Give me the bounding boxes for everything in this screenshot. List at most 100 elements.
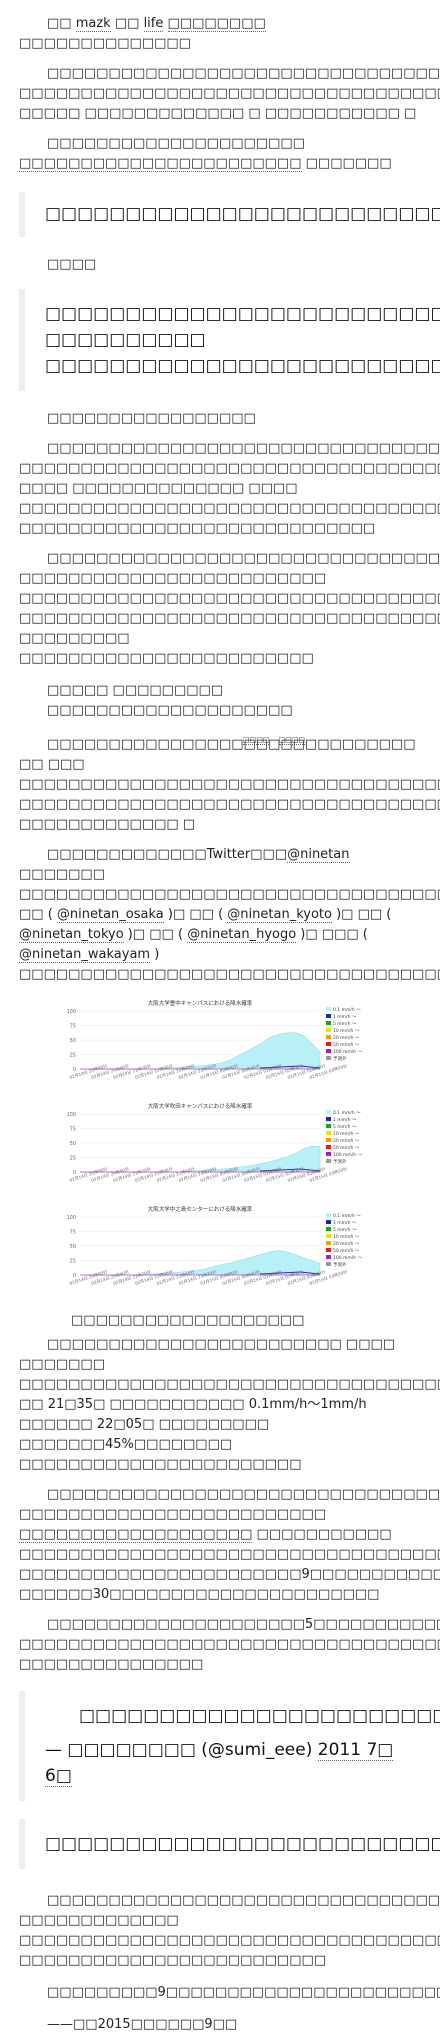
chart-stack: 大阪大学豊中キャンパスにおける降水確率 100 75 50 25 0 02月14日 20時0…: [19, 999, 421, 1309]
y-tick-label: 0: [73, 1170, 76, 1176]
legend-swatch: [326, 1145, 331, 1149]
series-area-0.1mm: [80, 1032, 321, 1070]
legend-swatch: [326, 1131, 331, 1135]
paragraph-10: □□□□□□□□□□□□□□□□□□□□□□□□□□□□□□□□ □□□□□□□□…: [19, 1893, 440, 1968]
legend-swatch: [326, 1138, 331, 1142]
legend-swatch: [326, 1234, 331, 1238]
legend-label: 5 mm/h ～: [333, 1021, 357, 1027]
legend-swatch: [326, 1035, 331, 1039]
y-tick-label: 100: [66, 1009, 76, 1015]
chart-title: 大阪大学中之島センターにおける降水確率: [148, 1205, 253, 1213]
legend-label: 10 mm/h ～: [333, 1028, 360, 1034]
legend-label: 予測外: [333, 1261, 347, 1268]
p6-c: )□ □□ (: [163, 907, 228, 922]
legend-swatch: [326, 1220, 331, 1224]
p8-b: □□□□□□□□□□□ □□□□□□□□□□□□□□□□□□□□□□□□□□□□…: [19, 1527, 440, 1602]
chart-title: 大阪大学吹田キャンパスにおける降水確率: [148, 1102, 253, 1110]
legend-label: 20 mm/h ～: [333, 1035, 360, 1041]
chart-caption: □□□□□□□□□□□□□□□□□□□: [71, 1313, 305, 1328]
mazk-link[interactable]: mazk: [75, 16, 111, 32]
paragraph-2-text: □□□□□□□□□□□□□□□□□□□□□: [47, 136, 305, 151]
legend-label: 10 mm/h ～: [333, 1234, 360, 1240]
legend-swatch: [326, 1255, 331, 1259]
paragraph-2-link[interactable]: □□□□□□□□□□□□□□□□□□□□□□□: [19, 156, 302, 172]
blockquote-3: □□□□□□□□□□□□□□□□□□□□□□□□□□□□□□□□□: [19, 1819, 440, 1869]
paragraph-7: □□□□□□□□□□□□□□□□□□□□□□□□ □□□□ □□□□□□□ □□…: [19, 1337, 440, 1472]
ninetan-handle[interactable]: @ninetan: [287, 847, 350, 863]
ninetan-hyogo-handle[interactable]: @ninetan_hyogo: [187, 927, 297, 943]
intro-suffix: □□□□□□□□□□□□□□: [19, 36, 191, 51]
label-2: □□□□□□□□□□□□□□□□□: [47, 411, 256, 426]
ninetan-osaka-handle[interactable]: @ninetan_osaka: [56, 907, 164, 923]
label-3: □□□□□ □□□□□□□□□ □□□□□□□□□□□□□□□□□□□□: [47, 683, 293, 718]
blockquote-1: □□□□□□□□□□□□□□□□□□□□□□□□□□: [19, 192, 440, 237]
intro-prefix: □□: [47, 16, 72, 31]
y-tick-label: 50: [70, 1038, 76, 1044]
paragraph-1: □□□□□□□□□□□□□□□□□□□□□□□□□□□□□□□□ □□□□□□□□…: [19, 66, 440, 121]
chart-title: 大阪大学豊中キャンパスにおける降水確率: [148, 999, 253, 1007]
paragraph-8-link[interactable]: □□□□□□□□□□□□□□□□□□□: [19, 1527, 253, 1543]
label-1: □□□□: [47, 257, 97, 272]
ninetan-kyoto-handle[interactable]: @ninetan_kyoto: [227, 907, 332, 923]
p6-d: )□ □□ (: [331, 907, 392, 922]
y-tick-label: 50: [70, 1244, 76, 1250]
legend-label: 5 mm/h ～: [333, 1227, 357, 1233]
tweet-author: — □□□□□□□□ (@sumi_eee): [45, 1740, 313, 1760]
paragraph-8: □□□□□□□□□□□□□□□□□□□□□□□□□□□□□□□□ □□□□□□□□…: [19, 1485, 440, 1605]
series-area-0.1mm: [80, 1250, 321, 1276]
ruby-1: □□□□: [243, 736, 270, 745]
legend-label: 予測外: [333, 1055, 347, 1062]
life-link[interactable]: life: [143, 16, 164, 32]
p6-g: ) □□□□□□□□□□□□□□□□□□□□□□□□□□□□□□□□□□□□□□…: [19, 947, 440, 982]
y-tick-label: 100: [66, 1215, 76, 1221]
ruby-2: □□□□: [278, 736, 306, 745]
legend-swatch: [326, 1213, 331, 1217]
p8-a: □□□□□□□□□□□□□□□□□□□□□□□□□□□□□□□□ □□□□□□□□…: [19, 1487, 440, 1522]
y-tick-label: 0: [73, 1067, 76, 1073]
signature: ——□□2015□□□□□□9□□: [47, 2017, 238, 2032]
legend-label: 100 mm/h ～: [333, 1255, 363, 1261]
p6-e: )□ □□ (: [123, 927, 188, 942]
ninetan-tokyo-handle[interactable]: @ninetan_tokyo: [19, 927, 124, 943]
legend-swatch: [326, 1248, 331, 1252]
legend-label: 1 mm/h ～: [333, 1117, 357, 1123]
legend-label: 100 mm/h ～: [333, 1049, 363, 1055]
legend-label: 50 mm/h ～: [333, 1145, 360, 1151]
legend-label: 50 mm/h ～: [333, 1248, 360, 1254]
y-tick-label: 25: [70, 1259, 76, 1265]
legend-swatch: [326, 1262, 331, 1266]
legend-swatch: [326, 1042, 331, 1046]
p6-f: )□ □□□ (: [296, 927, 368, 942]
y-tick-label: 75: [70, 1127, 76, 1133]
intro-mid: □□: [114, 16, 140, 31]
series-line-other: [259, 1168, 321, 1172]
legend-swatch: [326, 1124, 331, 1128]
paragraph-2: □□□□□□□□□□□□□□□□□□□□□ □□□□□□□□□□□□□□□□□□…: [19, 134, 421, 174]
y-tick-label: 100: [66, 1112, 76, 1118]
legend-swatch: [326, 1110, 331, 1114]
legend-label: 20 mm/h ～: [333, 1138, 360, 1144]
p6-a: □□□□□□□□□□□□□Twitter□□□: [47, 847, 288, 862]
ninetan-wakayama-handle[interactable]: @ninetan_wakayam: [19, 947, 151, 963]
category-link[interactable]: □□□□□□□□: [167, 16, 266, 32]
paragraph-6: □□□□□□□□□□□□□Twitter□□□@ninetan □□□□□□□ …: [19, 845, 440, 985]
legend-label: 0.1 mm/h ～: [333, 1213, 361, 1219]
y-tick-label: 0: [73, 1273, 76, 1279]
paragraph-4: □□□□□□□□□□□□□□□□□□□□□□□□□□□□□□□□ □□□□□□□□…: [19, 551, 440, 666]
blockquote-2: □□□□□□□□□□□□□□□□□□□□□□□□□ □□□□□□□□□□ □□□ □…: [19, 289, 440, 391]
paragraph-9: □□□□□□□□□□□□□□□□□□□□□5□□□□□□□□□□ □□□□ □□□…: [19, 1617, 440, 1672]
paragraph-3: □□□□□□□□□□□□□□□□□□□□□□□□□□□□□□□□ □□□□□□□□…: [19, 441, 440, 536]
legend-label: 5 mm/h ～: [333, 1124, 357, 1130]
series-line-other: [259, 1271, 321, 1275]
legend-label: 1 mm/h ～: [333, 1014, 357, 1020]
legend-label: 50 mm/h ～: [333, 1042, 360, 1048]
legend-swatch: [326, 1056, 331, 1060]
y-tick-label: 75: [70, 1024, 76, 1030]
y-tick-label: 25: [70, 1053, 76, 1059]
y-tick-label: 25: [70, 1156, 76, 1162]
legend-swatch: [326, 1117, 331, 1121]
y-tick-label: 50: [70, 1141, 76, 1147]
embedded-tweet: □□□□□□□□□□□□□□□□□□□□□□□□□□□□□□□□□□□□□□□□…: [19, 1691, 440, 1801]
